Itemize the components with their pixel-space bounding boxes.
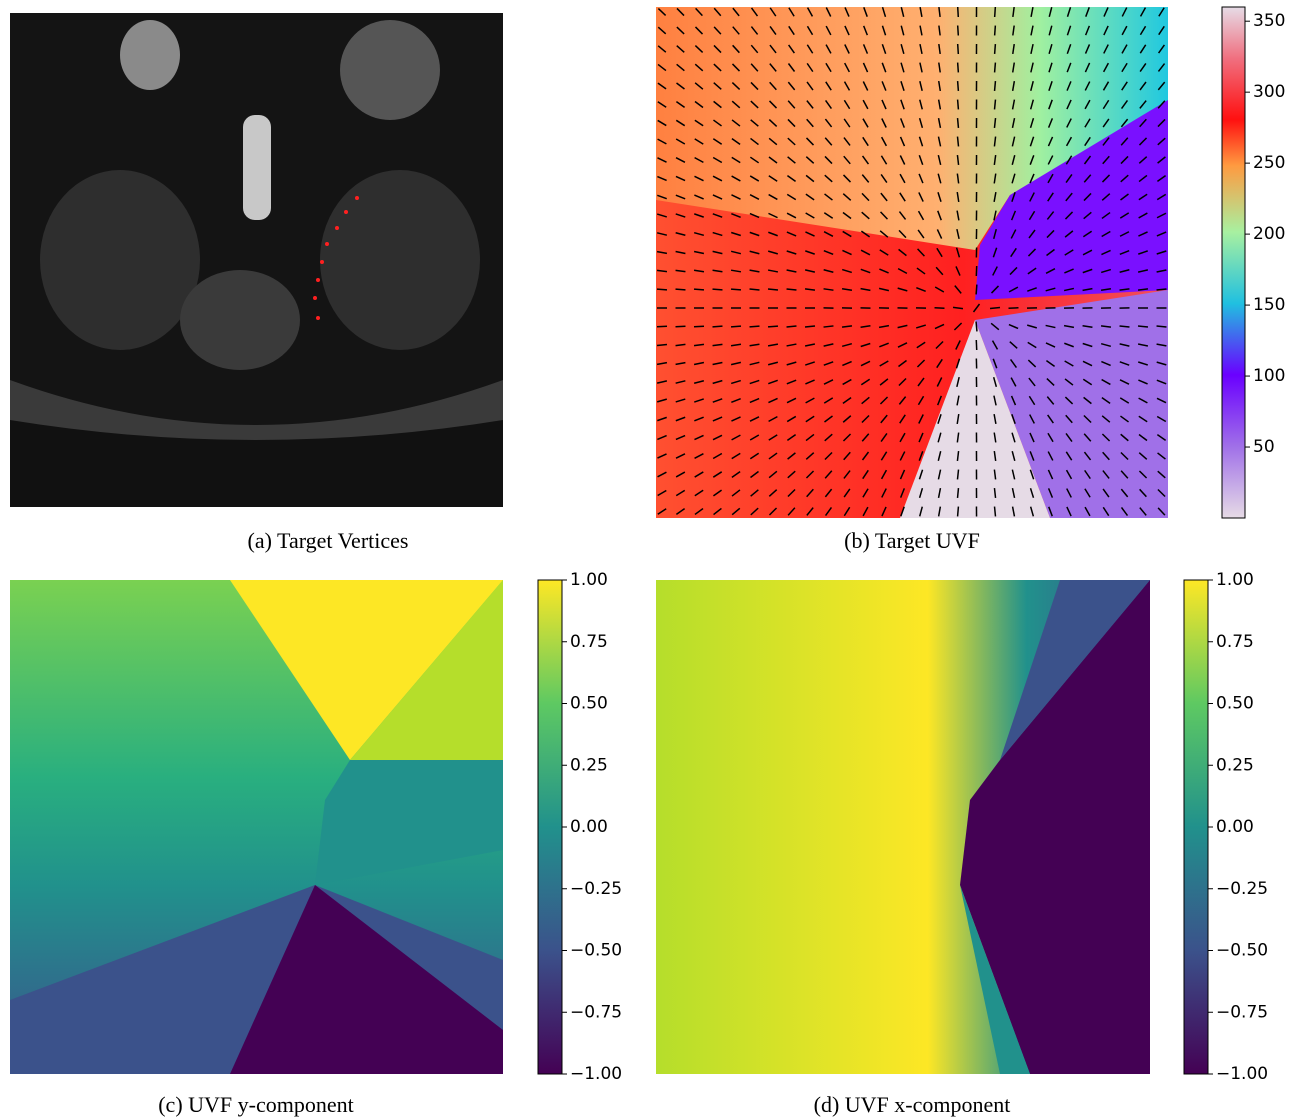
arrow [713, 326, 723, 327]
arrow [995, 100, 996, 110]
colorbar-tick-label: 1.00 [1216, 570, 1254, 590]
arrow [958, 118, 959, 128]
arrow [995, 26, 996, 36]
colorbar-tick-label: 350 [1253, 11, 1285, 31]
arrow [990, 308, 1000, 309]
colorbar-tick-label: 0.00 [570, 817, 608, 837]
arrow [958, 488, 959, 498]
arrow [995, 44, 996, 54]
y-component-image [10, 580, 503, 1074]
arrow [995, 507, 996, 517]
x-component-image [656, 580, 1150, 1074]
arrow [994, 118, 995, 128]
arrow [713, 289, 723, 290]
colorbar-tick-label: −0.25 [1216, 879, 1268, 899]
colorbar-tick-label: 0.25 [1216, 755, 1254, 775]
caption: (c) UVF y-component [158, 1092, 354, 1117]
arrow [976, 285, 977, 295]
colorbar-tick-label: 100 [1253, 366, 1285, 386]
colorbar-tick-label: 0.75 [570, 632, 608, 652]
arrow [694, 326, 704, 327]
arrow [995, 81, 996, 91]
figure: (a) Target Vertices (b) Target UVF (c) U… [0, 0, 1300, 1119]
arrow [958, 507, 959, 517]
arrow [957, 470, 958, 480]
arrow [958, 44, 959, 54]
colorbar-tick-label: 0.50 [570, 694, 608, 714]
arrow [976, 322, 977, 332]
colorbar [1222, 7, 1245, 518]
colorbar-tick-label: 0.00 [1216, 817, 1254, 837]
colorbar-tick-label: 150 [1253, 295, 1285, 315]
arrow [750, 326, 760, 327]
arrow [768, 326, 778, 327]
colorbar [1184, 580, 1208, 1074]
colorbar-tick-label: −0.75 [570, 1002, 622, 1022]
caption: (d) UVF x-component [814, 1092, 1011, 1117]
colorbar-tick-label: 250 [1253, 153, 1285, 173]
colorbar-tick-label: −0.50 [570, 941, 622, 961]
colorbar-tick-label: 0.75 [1216, 632, 1254, 652]
arrow [958, 100, 959, 110]
arrow [657, 289, 667, 290]
arrow [1157, 326, 1167, 327]
arrow [731, 326, 741, 327]
caption: (b) Target UVF [844, 528, 980, 553]
arrow [957, 137, 958, 147]
arrow [805, 326, 815, 327]
colorbar-tick-label: 200 [1253, 224, 1285, 244]
mri-image [10, 13, 503, 507]
colorbar-tick-label: −1.00 [1216, 1064, 1268, 1084]
arrow [958, 63, 959, 73]
arrow [1138, 326, 1148, 327]
arrow [1009, 308, 1019, 309]
colorbar-tick-label: 1.00 [570, 570, 608, 590]
arrow [768, 289, 778, 290]
arrow [657, 326, 667, 327]
arrow [787, 326, 797, 327]
arrow [958, 7, 959, 17]
arrow [676, 326, 686, 327]
colorbar-tick-label: −0.25 [570, 879, 622, 899]
arrow [750, 289, 760, 290]
colorbar-tick-label: −1.00 [570, 1064, 622, 1084]
arrow [731, 289, 741, 290]
colorbar-tick-label: 0.25 [570, 755, 608, 775]
caption: (a) Target Vertices [248, 528, 409, 553]
colorbar-tick-label: 0.50 [1216, 694, 1254, 714]
colorbar-tick-label: −0.50 [1216, 941, 1268, 961]
arrow [958, 81, 959, 91]
arrow [995, 7, 996, 17]
arrow [676, 289, 686, 290]
arrow [694, 289, 704, 290]
arrow [935, 308, 945, 309]
colorbar-tick-label: −0.75 [1216, 1002, 1268, 1022]
colorbar-tick-label: 300 [1253, 82, 1285, 102]
arrow [958, 26, 959, 36]
colorbar [538, 580, 562, 1074]
colorbar-tick-label: 50 [1253, 437, 1275, 457]
arrow [995, 63, 996, 73]
